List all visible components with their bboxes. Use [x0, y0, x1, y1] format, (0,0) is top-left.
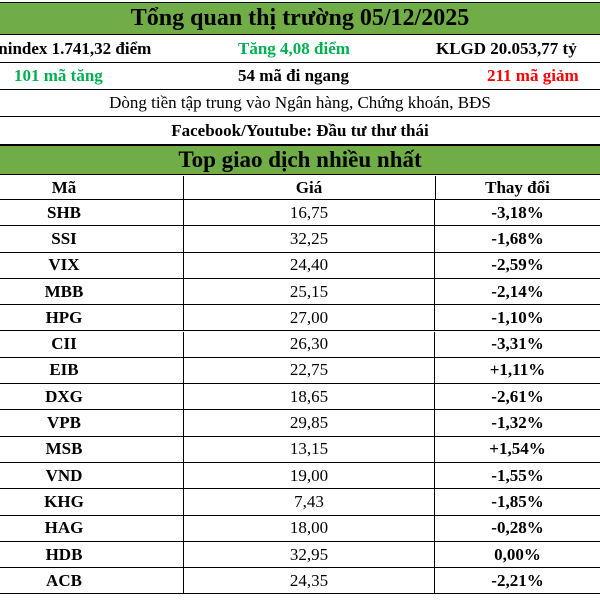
ticker-cell: KHG — [44, 491, 84, 511]
column-header-ticker: Mã — [51, 177, 77, 197]
ticker-cell: CII — [51, 334, 77, 354]
social-row: Facebook/Youtube: Đầu tư thư thái — [0, 117, 600, 145]
table-row: SHB 16,75 -3,18% — [0, 200, 600, 227]
index-summary-row: Vnindex 1.741,32 điểm Tăng 4,08 điểm KLG… — [0, 36, 600, 63]
change-cell: -1,68% — [491, 228, 544, 248]
change-cell: -2,61% — [491, 386, 544, 406]
price-cell: 24,40 — [183, 252, 435, 278]
table-row: MBB 25,15 -2,14% — [0, 278, 600, 306]
unchanged-count: 54 mã đi ngang — [238, 66, 349, 85]
table-row: HAG 18,00 -0,28% — [0, 515, 600, 542]
table-header-row: Mã Giá Thay đổi — [0, 176, 600, 200]
table-row: VIX 24,40 -2,59% — [0, 252, 600, 279]
change-cell: -1,55% — [491, 465, 544, 485]
trading-volume: KLGD 20.053,77 tỷ — [436, 39, 577, 58]
ticker-cell: DXG — [45, 386, 83, 406]
table-row: HDB 32,95 0,00% — [0, 541, 600, 569]
table-row: CII 26,30 -3,31% — [0, 331, 600, 358]
ticker-cell: HAG — [44, 518, 84, 538]
table-row: EIB 22,75 +1,11% — [0, 357, 600, 385]
price-cell: 18,00 — [183, 515, 435, 541]
price-cell: 32,95 — [183, 541, 435, 568]
table-row: VPB 29,85 -1,32% — [0, 410, 600, 437]
column-divider — [435, 176, 436, 200]
advancers-count: 101 mã tăng — [14, 66, 103, 85]
ticker-cell: HPG — [45, 307, 83, 327]
change-cell: -2,14% — [491, 281, 544, 301]
table-row: ACB 24,35 -2,21% — [0, 568, 600, 595]
social-note: Facebook/Youtube: Đầu tư thư thái — [171, 120, 429, 140]
table-row: VND 19,00 -1,55% — [0, 463, 600, 490]
price-cell: 13,15 — [183, 436, 435, 462]
change-cell: -3,31% — [491, 334, 544, 354]
index-change: Tăng 4,08 điểm — [238, 39, 350, 58]
breadth-row: 101 mã tăng 54 mã đi ngang 211 mã giảm — [0, 63, 600, 90]
ticker-cell: VIX — [48, 255, 80, 275]
change-cell: -1,10% — [491, 307, 544, 327]
ticker-cell: HDB — [45, 544, 83, 564]
price-cell: 24,35 — [183, 568, 435, 594]
price-cell: 22,75 — [183, 357, 435, 384]
change-cell: -0,28% — [491, 518, 544, 538]
price-cell: 7,43 — [183, 489, 435, 515]
change-cell: -1,85% — [491, 491, 544, 511]
price-cell: 32,25 — [183, 226, 435, 252]
price-cell: 16,75 — [183, 200, 435, 226]
price-cell: 27,00 — [183, 305, 435, 331]
change-cell: -3,18% — [491, 202, 544, 222]
ticker-cell: MSB — [45, 439, 83, 459]
change-cell: -1,32% — [491, 413, 544, 433]
table-row: SSI 32,25 -1,68% — [0, 226, 600, 253]
money-flow-note: Dòng tiền tập trung vào Ngân hàng, Chứng… — [109, 93, 491, 112]
price-cell: 25,15 — [183, 278, 435, 305]
price-cell: 29,85 — [183, 410, 435, 436]
table-row: KHG 7,43 -1,85% — [0, 489, 600, 516]
column-header-change: Thay đổi — [485, 177, 550, 197]
index-value: Vnindex 1.741,32 điểm — [0, 39, 152, 58]
ticker-cell: VND — [45, 465, 83, 485]
change-cell: -2,21% — [491, 570, 544, 590]
column-header-price: Giá — [295, 177, 323, 197]
page-title: Tổng quan thị trường 05/12/2025 — [0, 2, 600, 35]
ticker-cell: MBB — [44, 281, 84, 301]
change-cell: +1,54% — [489, 439, 546, 459]
ticker-cell: SSI — [51, 228, 77, 248]
table-row: MSB 13,15 +1,54% — [0, 436, 600, 463]
price-cell: 26,30 — [183, 331, 435, 357]
ticker-cell: ACB — [46, 570, 82, 590]
section-title: Top giao dịch nhiều nhất — [0, 145, 600, 175]
decliners-count: 211 mã giảm — [487, 66, 579, 85]
ticker-cell: EIB — [49, 360, 79, 380]
ticker-cell: SHB — [46, 202, 82, 222]
column-divider — [183, 176, 184, 200]
table-row: DXG 18,65 -2,61% — [0, 384, 600, 411]
table-row: HPG 27,00 -1,10% — [0, 305, 600, 332]
price-cell: 19,00 — [183, 463, 435, 489]
money-flow-row: Dòng tiền tập trung vào Ngân hàng, Chứng… — [0, 90, 600, 117]
change-cell: 0,00% — [494, 544, 541, 564]
change-cell: +1,11% — [489, 360, 546, 380]
price-cell: 18,65 — [183, 384, 435, 410]
change-cell: -2,59% — [491, 255, 544, 275]
ticker-cell: VPB — [47, 413, 81, 433]
